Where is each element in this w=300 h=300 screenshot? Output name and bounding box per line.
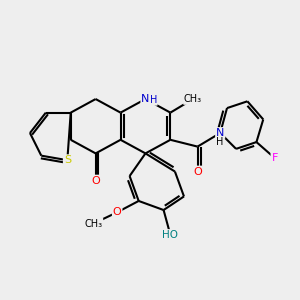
Text: H: H [150,95,157,105]
Text: HO: HO [162,230,178,240]
Text: O: O [91,176,100,186]
Text: O: O [113,207,122,217]
Text: N: N [141,94,150,104]
Text: O: O [193,167,202,176]
Text: S: S [64,155,71,165]
Text: CH₃: CH₃ [184,94,202,104]
Text: F: F [272,153,278,163]
Text: CH₃: CH₃ [84,219,102,229]
Text: H: H [216,137,224,147]
Text: N: N [216,128,224,138]
